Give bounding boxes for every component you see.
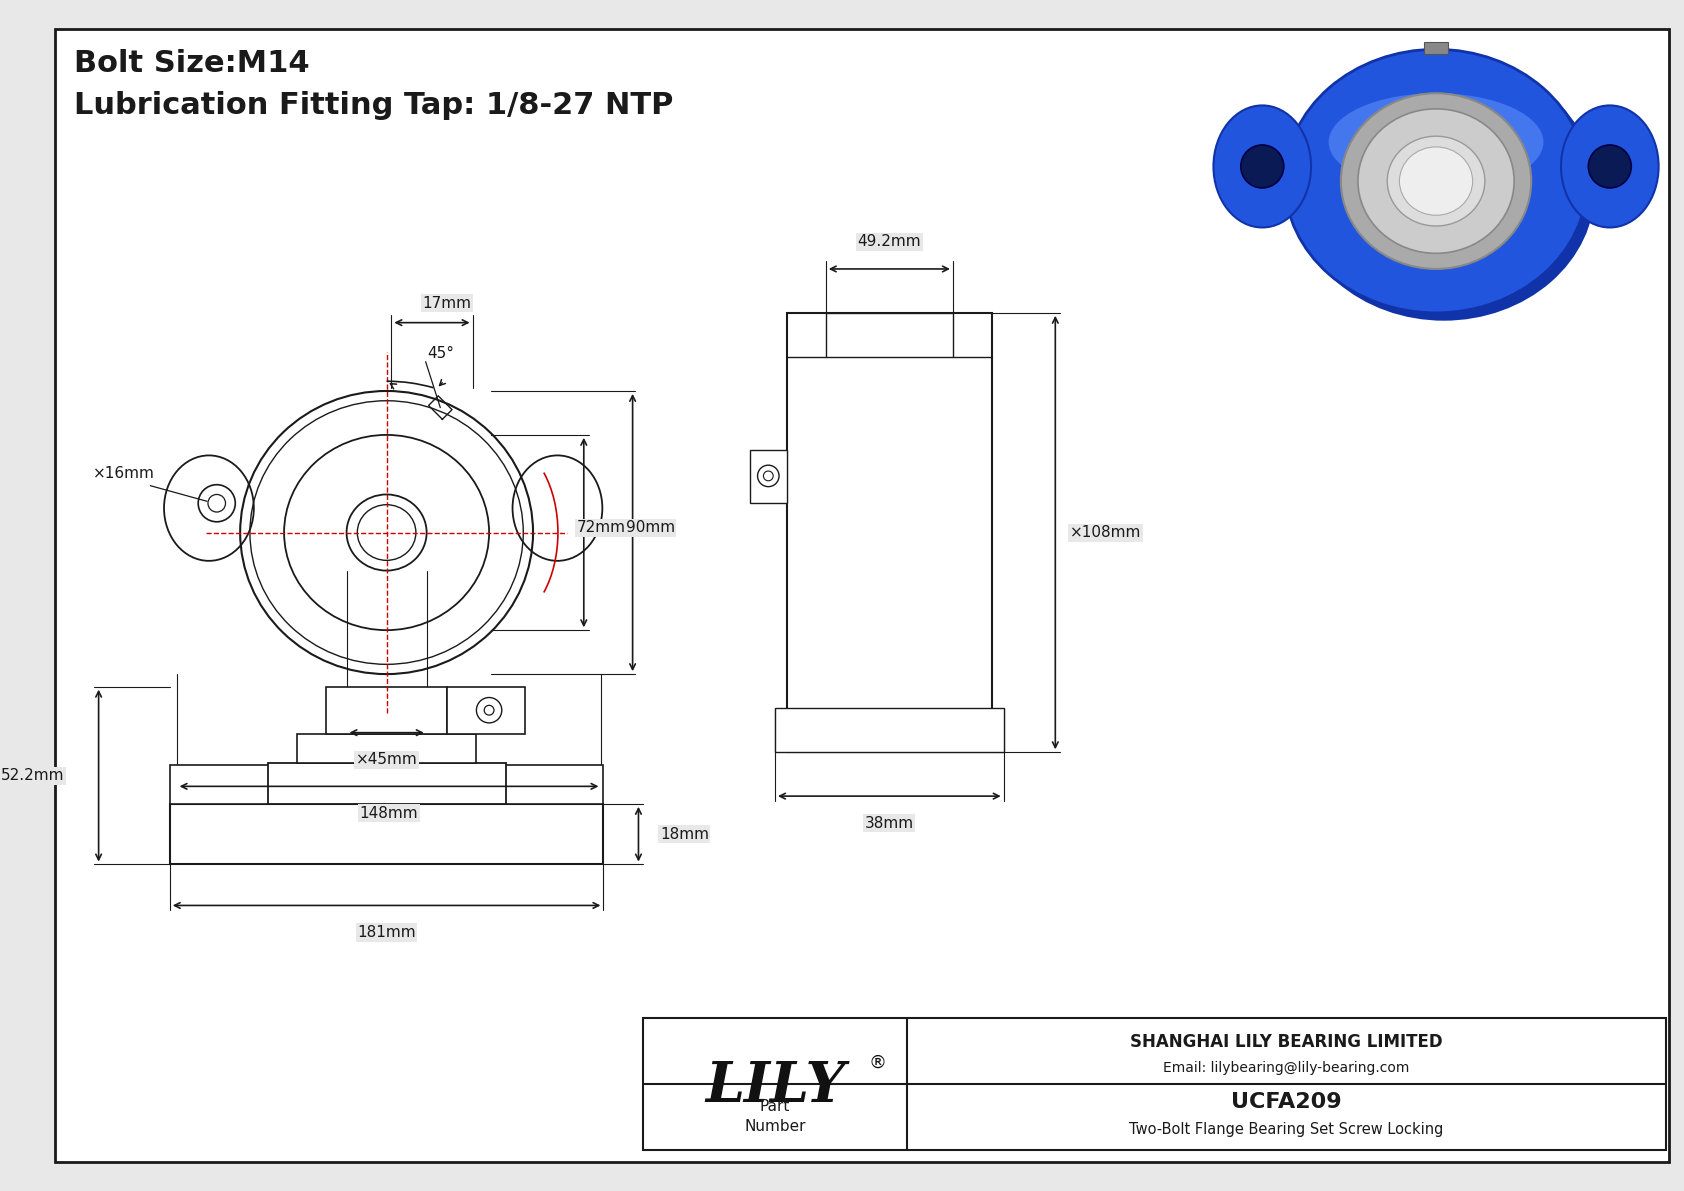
Bar bbox=[170, 804, 603, 865]
Text: Bolt Size:M14: Bolt Size:M14 bbox=[74, 49, 310, 79]
Text: Lubrication Fitting Tap: 1/8-27 NTP: Lubrication Fitting Tap: 1/8-27 NTP bbox=[74, 92, 674, 120]
Text: ®: ® bbox=[869, 1054, 887, 1072]
Text: 181mm: 181mm bbox=[357, 925, 416, 940]
Ellipse shape bbox=[1399, 146, 1472, 216]
Bar bbox=[1425, 43, 1448, 54]
Text: 17mm: 17mm bbox=[423, 295, 472, 311]
Bar bbox=[296, 734, 477, 763]
Bar bbox=[327, 687, 448, 734]
Ellipse shape bbox=[1285, 49, 1588, 313]
Ellipse shape bbox=[1357, 108, 1514, 254]
Text: SHANGHAI LILY BEARING LIMITED: SHANGHAI LILY BEARING LIMITED bbox=[1130, 1033, 1443, 1052]
Circle shape bbox=[1588, 145, 1632, 188]
Bar bbox=[448, 687, 525, 734]
Bar bbox=[749, 449, 786, 504]
Text: 90mm: 90mm bbox=[626, 520, 675, 535]
Bar bbox=[643, 1018, 1667, 1149]
Text: 38mm: 38mm bbox=[866, 816, 914, 830]
Text: 49.2mm: 49.2mm bbox=[857, 235, 921, 249]
Bar bbox=[825, 313, 953, 357]
Ellipse shape bbox=[1214, 106, 1312, 227]
Text: 52.2mm: 52.2mm bbox=[2, 768, 64, 784]
Ellipse shape bbox=[1293, 57, 1595, 320]
Text: 18mm: 18mm bbox=[660, 827, 709, 842]
Text: Email: lilybearing@lily-bearing.com: Email: lilybearing@lily-bearing.com bbox=[1164, 1061, 1410, 1075]
Bar bbox=[786, 313, 992, 753]
Text: UCFA209: UCFA209 bbox=[1231, 1092, 1342, 1111]
Bar bbox=[775, 709, 1004, 753]
Text: ×45mm: ×45mm bbox=[355, 753, 418, 767]
Text: Two-Bolt Flange Bearing Set Screw Locking: Two-Bolt Flange Bearing Set Screw Lockin… bbox=[1130, 1122, 1443, 1136]
Text: 72mm: 72mm bbox=[578, 520, 626, 535]
Text: ×16mm: ×16mm bbox=[93, 467, 155, 481]
Circle shape bbox=[1241, 145, 1283, 188]
Text: LILY: LILY bbox=[706, 1059, 845, 1114]
Ellipse shape bbox=[1340, 93, 1531, 269]
Ellipse shape bbox=[1561, 106, 1659, 227]
Ellipse shape bbox=[1329, 93, 1544, 191]
Bar bbox=[268, 763, 505, 804]
Text: Part
Number: Part Number bbox=[744, 1099, 807, 1134]
Bar bbox=[170, 765, 273, 804]
Text: ×108mm: ×108mm bbox=[1069, 525, 1142, 540]
Ellipse shape bbox=[1388, 136, 1485, 226]
Text: 45°: 45° bbox=[426, 347, 453, 361]
Text: 148mm: 148mm bbox=[360, 806, 418, 821]
Bar bbox=[500, 765, 603, 804]
